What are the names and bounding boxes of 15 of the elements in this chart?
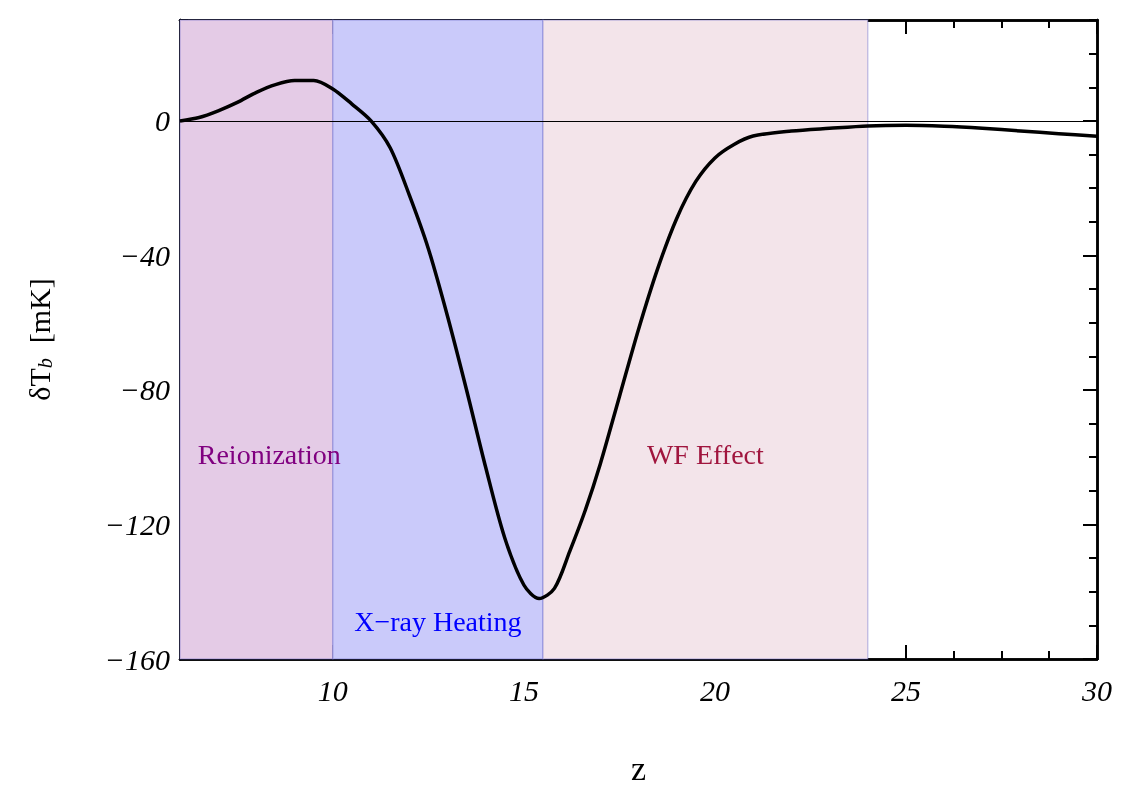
y-tick-label: −80 xyxy=(119,373,170,407)
band-label: Reionization xyxy=(197,439,341,471)
y-tick-label: 0 xyxy=(155,104,170,138)
y-tick-label: −40 xyxy=(119,238,170,272)
x-tick-label: 15 xyxy=(508,673,539,707)
x-tick-label: 20 xyxy=(699,673,730,707)
x-axis-title: z xyxy=(630,749,647,787)
band-label: X−ray Heating xyxy=(354,605,522,637)
x-tick-label: 10 xyxy=(317,673,348,707)
y-tick-label: −160 xyxy=(104,642,170,676)
x-tick-label: 30 xyxy=(1081,673,1112,707)
y-axis-title: δTb [mK] xyxy=(22,278,56,401)
y-tick-label: −120 xyxy=(104,507,170,541)
band-label: WF Effect xyxy=(646,439,765,471)
x-tick-label: 25 xyxy=(890,673,921,707)
